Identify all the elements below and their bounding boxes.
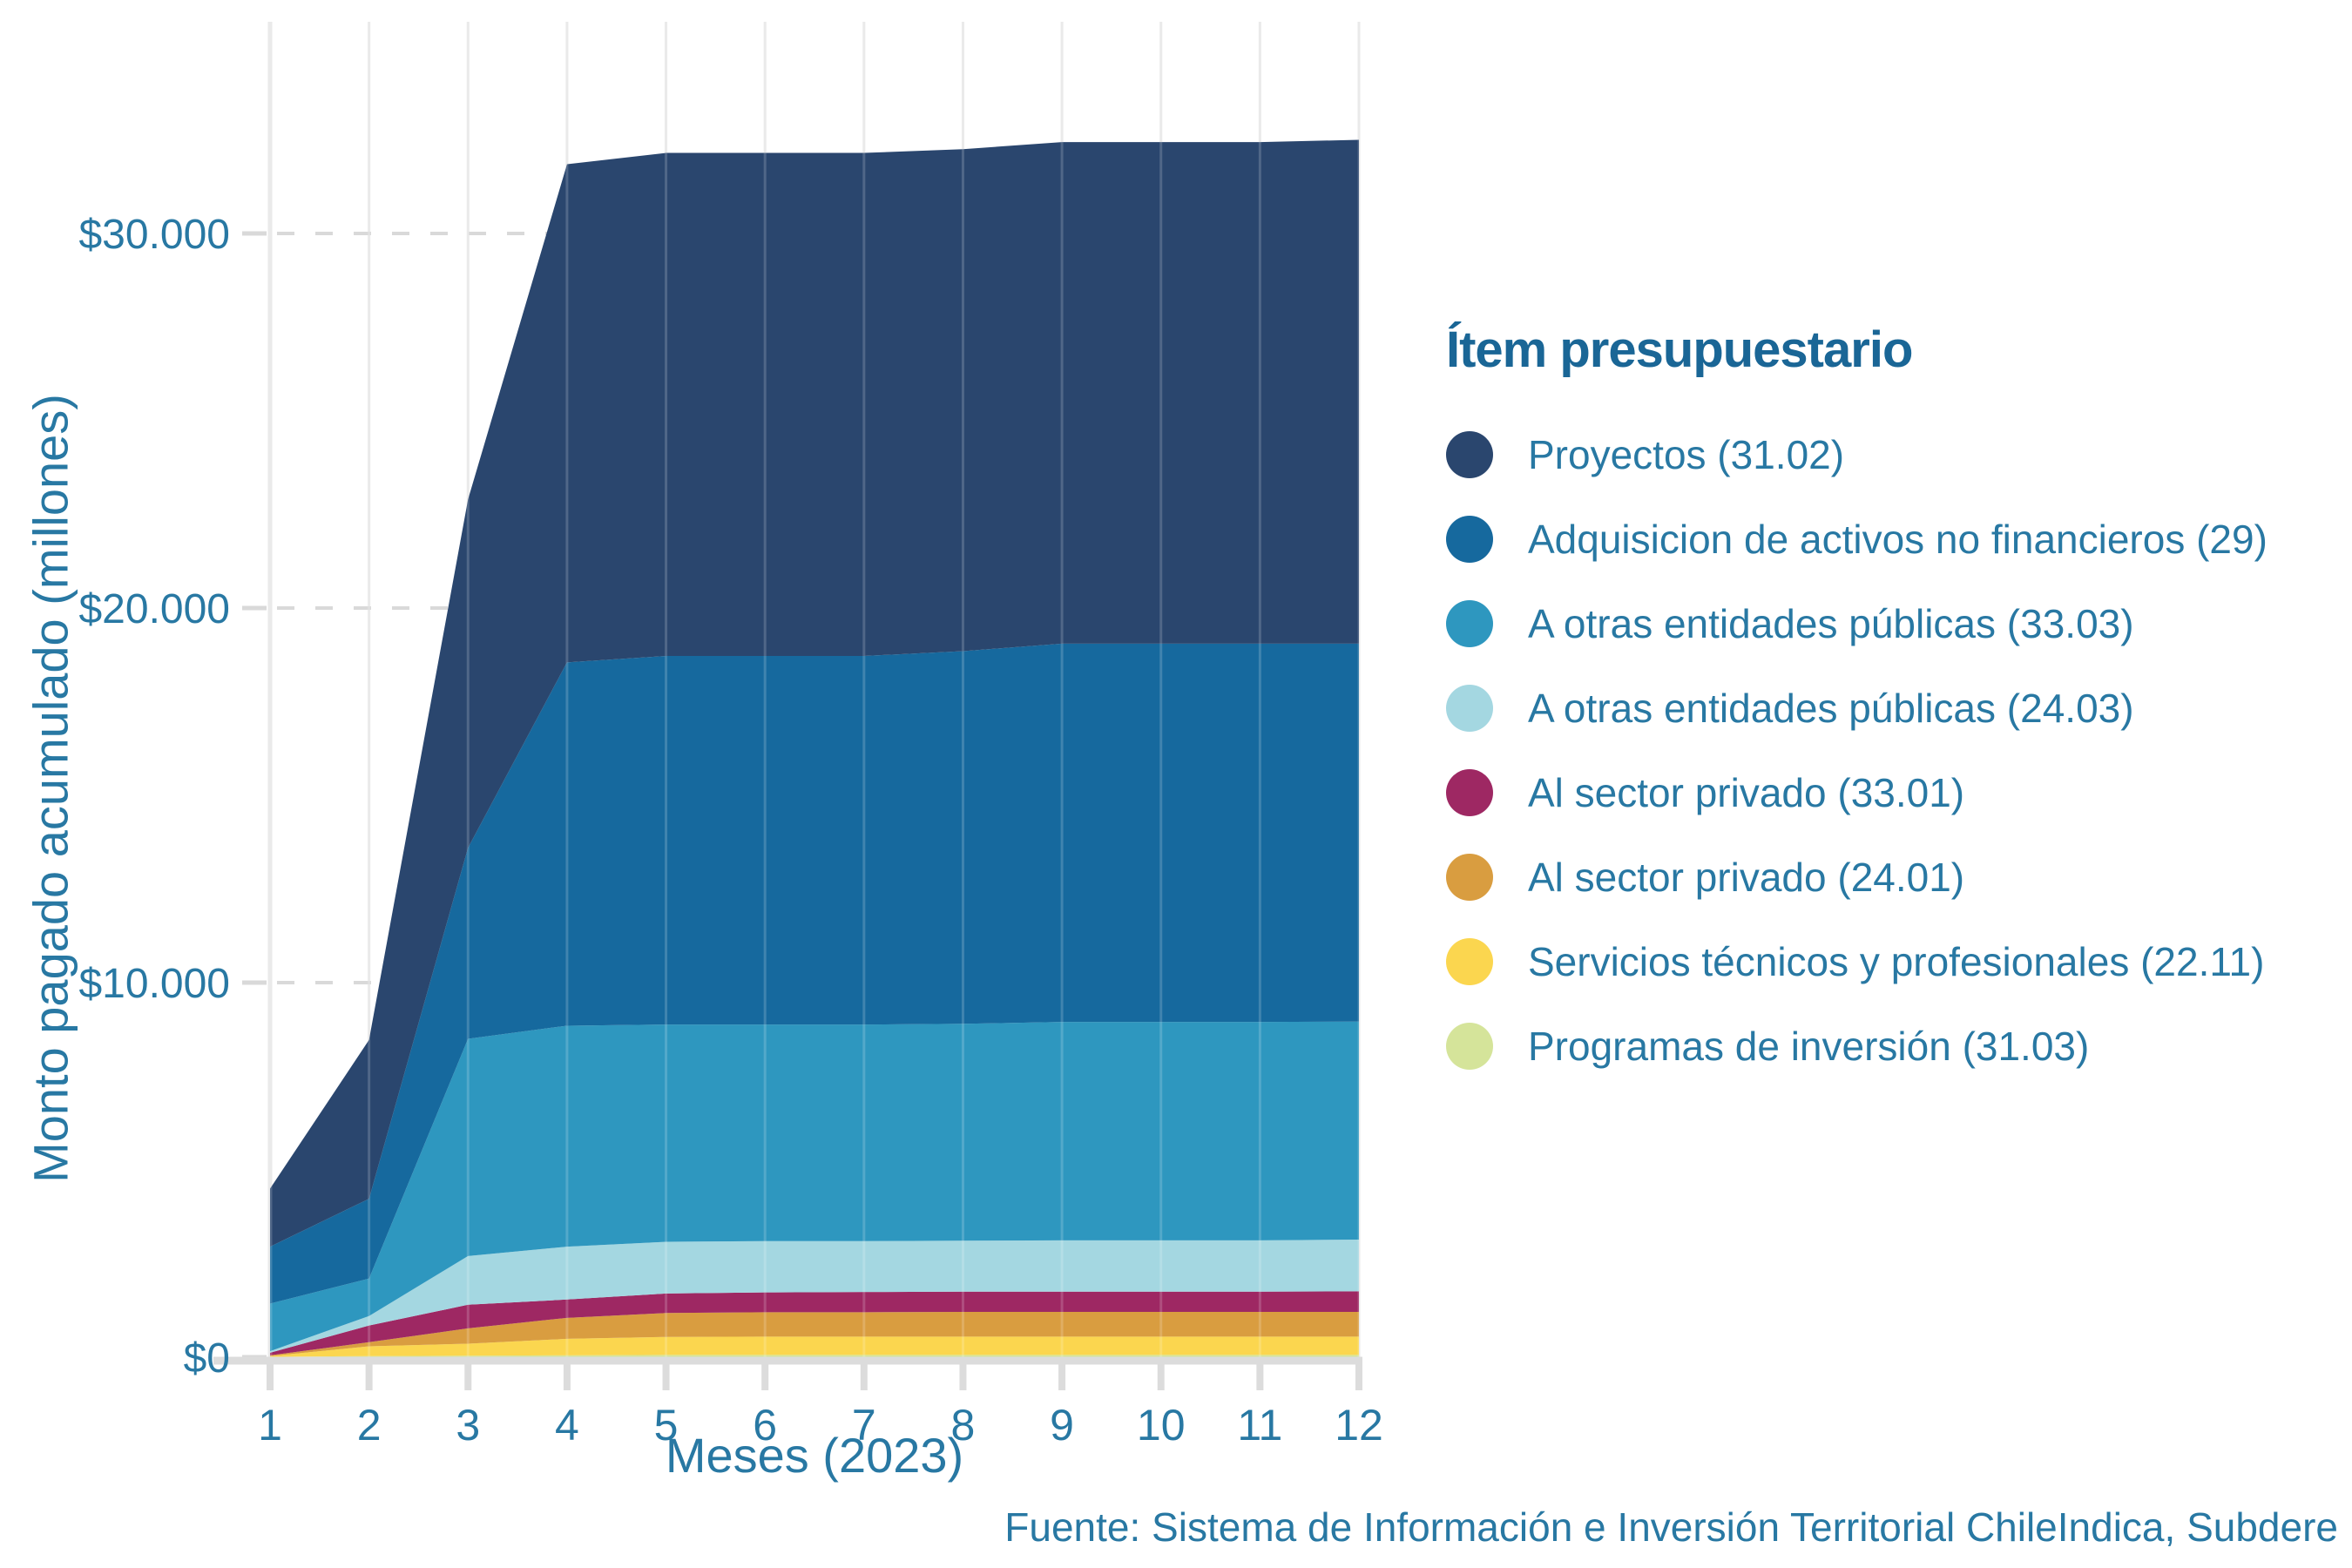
legend-item-label: Proyectos (31.02): [1528, 431, 1845, 477]
y-tick-label-30000: $30.000: [78, 212, 230, 258]
legend-item: Al sector privado (33.01): [1446, 750, 2343, 835]
x-tick-label-7: 7: [852, 1401, 876, 1450]
x-tick-label-3: 3: [456, 1401, 480, 1450]
legend-swatch-icon: [1446, 515, 1493, 563]
legend-item: Adquisicion de activos no financieros (2…: [1446, 497, 2343, 581]
x-tick-label-6: 6: [753, 1401, 777, 1450]
y-tick-label-10000: $10.000: [78, 961, 230, 1007]
legend-item-label: Al sector privado (33.01): [1528, 769, 1965, 815]
x-tick-label-5: 5: [654, 1401, 679, 1450]
legend-swatch-icon: [1446, 937, 1493, 985]
x-tick-label-10: 10: [1137, 1401, 1186, 1450]
area-proyectos-31-02-: [270, 139, 1359, 1247]
legend-item: A otras entidades públicas (33.03): [1446, 581, 2343, 666]
legend-title: Ítem presupuestario: [1446, 321, 1913, 378]
area-al-sector-privado-33-01-: [270, 1291, 1359, 1355]
x-tick-label-1: 1: [258, 1401, 282, 1450]
legend-item-label: Servicios técnicos y profesionales (22.1…: [1528, 938, 2265, 984]
legend-item: Al sector privado (24.01): [1446, 835, 2343, 919]
area-adquisicion-de-activos-no-financieros-29-: [270, 643, 1359, 1304]
source-caption: Fuente: Sistema de Información e Inversi…: [1004, 1504, 2338, 1550]
legend-swatch-icon: [1446, 684, 1493, 732]
x-tick-label-12: 12: [1335, 1401, 1383, 1450]
legend-item: A otras entidades públicas (24.03): [1446, 666, 2343, 750]
legend-swatch-icon: [1446, 768, 1493, 816]
legend-item: Servicios técnicos y profesionales (22.1…: [1446, 919, 2343, 1004]
legend-swatch-icon: [1446, 430, 1493, 478]
x-tick-label-9: 9: [1050, 1401, 1074, 1450]
x-axis-title: Meses (2023): [665, 1428, 964, 1483]
legend: Ítem presupuestario Proyectos (31.02) Adq…: [1446, 321, 2343, 1088]
area-al-sector-privado-24-01-: [270, 1311, 1359, 1356]
legend-item: Proyectos (31.02): [1446, 412, 2343, 497]
area-a-otras-entidades-p-blicas-33-03-: [270, 1021, 1359, 1352]
legend-items: Proyectos (31.02) Adquisicion de activos …: [1446, 412, 2343, 1088]
legend-swatch-icon: [1446, 853, 1493, 901]
legend-item-label: Adquisicion de activos no financieros (2…: [1528, 516, 2268, 562]
legend-item-label: A otras entidades públicas (24.03): [1528, 685, 2134, 731]
y-tick-label-0: $0: [184, 1335, 230, 1382]
y-tick-label-20000: $20.000: [78, 586, 230, 632]
legend-swatch-icon: [1446, 1022, 1493, 1070]
x-tick-label-2: 2: [357, 1401, 382, 1450]
x-tick-label-8: 8: [951, 1401, 976, 1450]
area-programas-de-inversi-n-31-03-: [270, 1355, 1359, 1357]
y-axis-title: Monto pagado acumulado (millones): [23, 394, 78, 1183]
legend-item-label: Programas de inversión (31.03): [1528, 1023, 2090, 1069]
x-tick-label-4: 4: [555, 1401, 579, 1450]
legend-item-label: Al sector privado (24.01): [1528, 854, 1965, 900]
area-a-otras-entidades-p-blicas-24-03-: [270, 1239, 1359, 1353]
legend-item: Programas de inversión (31.03): [1446, 1004, 2343, 1088]
area-servicios-t-cnicos-y-profesionales-22-11-: [270, 1336, 1359, 1357]
legend-swatch-icon: [1446, 599, 1493, 647]
x-tick-label-11: 11: [1237, 1401, 1282, 1450]
legend-item-label: A otras entidades públicas (33.03): [1528, 600, 2134, 646]
